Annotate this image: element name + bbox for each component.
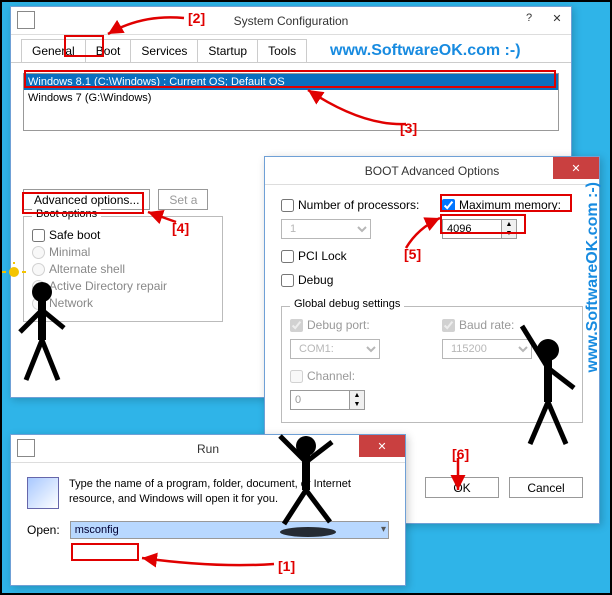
baud-rate-checkbox: Baud rate: [442, 318, 574, 332]
msconfig-tabs: General Boot Services Startup Tools [11, 35, 571, 63]
boot-options-legend: Boot options [32, 208, 101, 220]
radio-network: Network [32, 296, 214, 310]
run-window: Run ✕ Type the name of a program, folder… [10, 434, 406, 586]
run-icon [27, 477, 59, 509]
max-memory-checkbox[interactable]: Maximum memory: [442, 198, 583, 212]
run-close[interactable]: ✕ [359, 435, 405, 457]
ok-button[interactable]: OK [425, 477, 499, 498]
run-titlebar: Run ✕ [11, 435, 405, 463]
safe-boot-checkbox[interactable]: Safe boot [32, 228, 214, 242]
radio-minimal: Minimal [32, 245, 214, 259]
msconfig-title: System Configuration [234, 14, 349, 28]
close-button[interactable]: ✕ [543, 7, 571, 29]
boot-adv-title: BOOT Advanced Options [365, 164, 500, 178]
debug-port-checkbox: Debug port: [290, 318, 422, 332]
boot-adv-close[interactable]: ✕ [553, 157, 599, 179]
num-processors-select[interactable]: 1 [281, 219, 371, 239]
max-memory-input[interactable] [442, 219, 502, 239]
radio-altshell: Alternate shell [32, 262, 214, 276]
run-open-label: Open: [27, 523, 60, 537]
radio-ad-repair: Active Directory repair [32, 279, 214, 293]
run-open-input[interactable] [70, 521, 389, 539]
os-listbox[interactable]: Windows 8.1 (C:\Windows) : Current OS; D… [23, 73, 559, 131]
max-memory-spinner[interactable]: ▲▼ [442, 219, 583, 239]
channel-checkbox: Channel: [290, 369, 422, 383]
spin-up[interactable]: ▲ [502, 220, 516, 229]
baud-rate-select: 115200 [442, 339, 532, 359]
debug-checkbox[interactable]: Debug [281, 273, 422, 287]
num-processors-checkbox[interactable]: Number of processors: [281, 198, 422, 212]
tab-general[interactable]: General [21, 39, 86, 62]
boot-options-group: Boot options Safe boot Minimal Alternate… [23, 216, 223, 322]
spin-down[interactable]: ▼ [502, 229, 516, 238]
tab-startup[interactable]: Startup [197, 39, 258, 62]
cancel-button[interactable]: Cancel [509, 477, 583, 498]
set-default-button[interactable]: Set a [158, 189, 208, 210]
msconfig-titlebar: System Configuration ? ✕ [11, 7, 571, 35]
os-list-item[interactable]: Windows 7 (G:\Windows) [24, 90, 558, 106]
channel-input [290, 390, 350, 410]
advanced-options-button[interactable]: Advanced options... [23, 189, 150, 210]
debug-port-select: COM1: [290, 339, 380, 359]
tab-services[interactable]: Services [130, 39, 198, 62]
global-debug-group: Global debug settings Debug port: COM1: … [281, 306, 583, 423]
boot-adv-titlebar: BOOT Advanced Options ✕ [265, 157, 599, 185]
run-window-icon [17, 439, 35, 457]
msconfig-icon [17, 11, 35, 29]
run-title: Run [197, 442, 219, 456]
os-list-item[interactable]: Windows 8.1 (C:\Windows) : Current OS; D… [24, 74, 558, 90]
pci-lock-checkbox[interactable]: PCI Lock [281, 249, 422, 263]
tab-boot[interactable]: Boot [85, 39, 132, 62]
tab-tools[interactable]: Tools [257, 39, 307, 62]
global-debug-legend: Global debug settings [290, 298, 404, 310]
run-description: Type the name of a program, folder, docu… [69, 477, 389, 508]
help-button[interactable]: ? [515, 7, 543, 29]
